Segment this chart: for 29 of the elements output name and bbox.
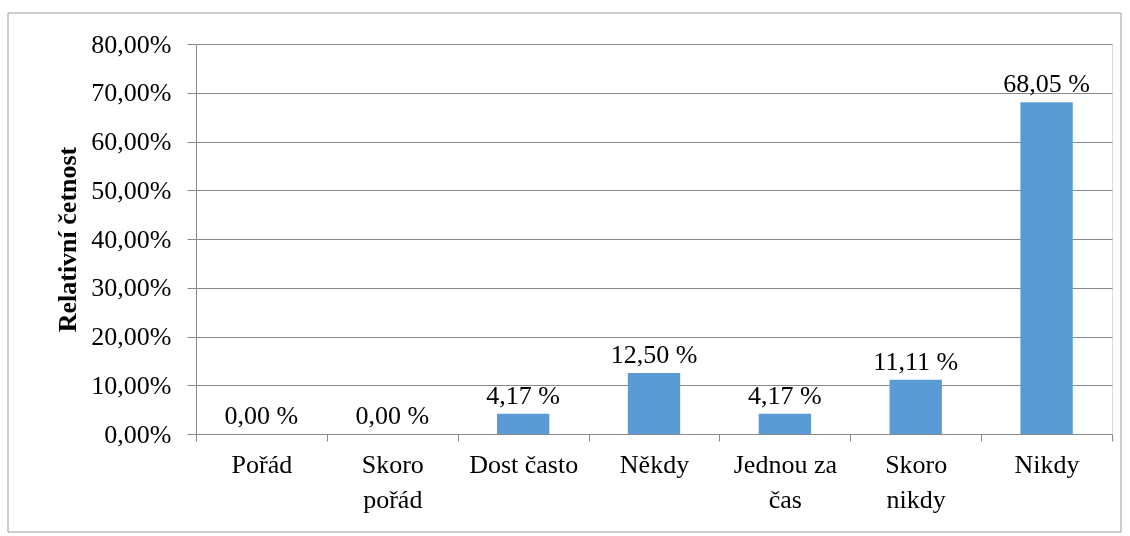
y-tick-label: 40,00% xyxy=(91,224,172,254)
y-tick-label: 60,00% xyxy=(91,127,172,156)
x-tick-label: Skoro nikdy xyxy=(885,449,948,514)
bar xyxy=(627,373,681,434)
x-tick-label: Jednou za čas xyxy=(733,449,838,514)
y-axis-title: Relativní četnost xyxy=(53,146,83,333)
bar xyxy=(758,413,812,434)
x-tick-label: Dost často xyxy=(469,449,579,479)
bar xyxy=(1020,102,1073,434)
data-label: 11,11 % xyxy=(873,346,959,376)
x-tick-label: Někdy xyxy=(619,449,690,479)
y-tick-label: 30,00% xyxy=(91,273,172,303)
data-label: 68,05 % xyxy=(1003,69,1090,99)
data-label: 0,00 % xyxy=(224,401,299,430)
x-tick-label: Nikdy xyxy=(1014,449,1080,479)
data-label: 0,00 % xyxy=(355,401,430,430)
y-tick-label: 80,00% xyxy=(91,29,172,59)
y-tick-label: 0,00% xyxy=(104,419,172,449)
data-label: 4,17 % xyxy=(486,380,560,410)
y-tick-label: 10,00% xyxy=(91,370,172,400)
bar xyxy=(889,379,942,434)
y-tick-label: 70,00% xyxy=(91,78,172,108)
y-tick-label: 20,00% xyxy=(91,322,172,351)
x-tick-label: Skoro pořád xyxy=(361,449,424,514)
data-label: 4,17 % xyxy=(748,380,822,410)
bar xyxy=(496,413,550,434)
data-label: 12,50 % xyxy=(610,340,698,370)
x-tick-label: Pořád xyxy=(231,449,293,479)
y-tick-label: 50,00% xyxy=(91,175,172,205)
